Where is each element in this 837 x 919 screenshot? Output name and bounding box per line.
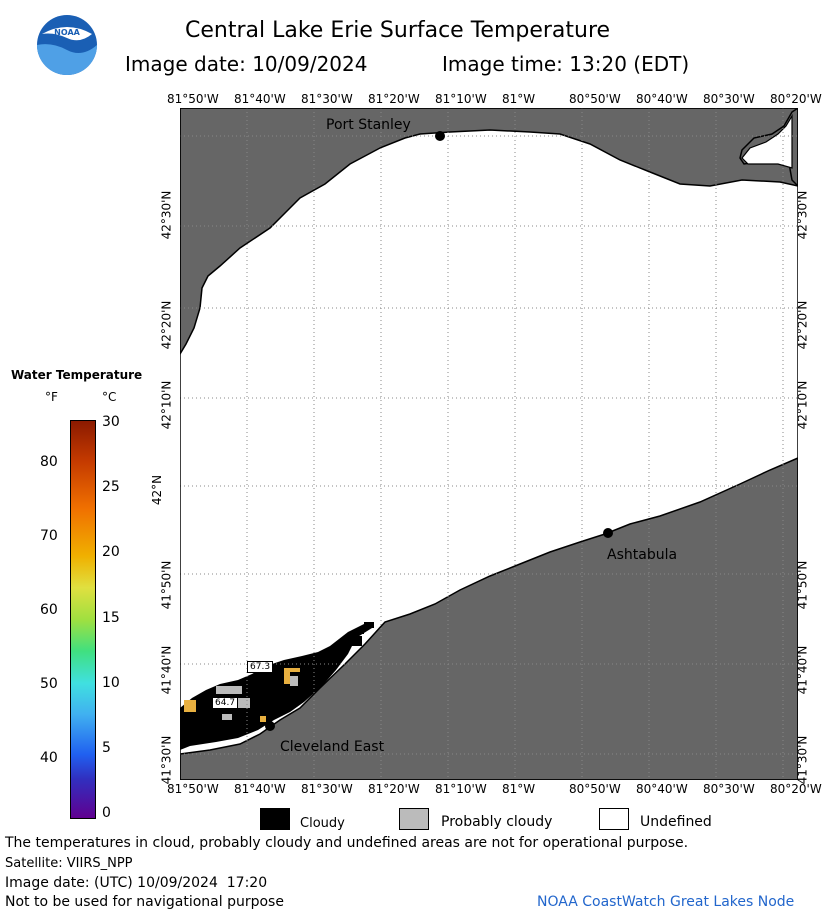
latitude-label: 42°30'N bbox=[159, 190, 174, 240]
fahrenheit-unit: °F bbox=[45, 390, 58, 404]
fahrenheit-tick: 60 bbox=[40, 602, 58, 618]
longitude-label: 80°50'W bbox=[569, 782, 621, 796]
cleveland-east-marker bbox=[265, 721, 275, 731]
south-shore-land bbox=[180, 457, 798, 780]
fahrenheit-tick: 70 bbox=[40, 528, 58, 544]
celsius-tick: 25 bbox=[102, 479, 120, 496]
colorbar-title: Water Temperature bbox=[11, 368, 143, 382]
longitude-label: 81°40'W bbox=[234, 92, 286, 106]
latitude-label: 41°50'N bbox=[159, 560, 174, 610]
celsius-tick: 20 bbox=[102, 544, 120, 561]
navigational-warning: Not to be used for navigational purpose bbox=[5, 894, 284, 910]
undefined-label: Undefined bbox=[640, 814, 712, 830]
temperature-colorbar bbox=[70, 420, 96, 819]
cleveland-east-label: Cleveland East bbox=[280, 739, 385, 755]
noaa-logo: NOAA bbox=[37, 15, 97, 75]
latitude-label: 42°10'N bbox=[159, 380, 174, 430]
utc-image-date: Image date: (UTC) 10/09/2024 17:20 bbox=[5, 875, 268, 891]
map-title: Central Lake Erie Surface Temperature bbox=[185, 18, 611, 43]
longitude-label: 80°40'W bbox=[636, 92, 688, 106]
longitude-label: 81°30'W bbox=[301, 92, 353, 106]
latitude-label: 41°40'N bbox=[159, 645, 174, 695]
longitude-label: 81°20'W bbox=[368, 782, 420, 796]
temp-label: 64.7 bbox=[212, 697, 239, 709]
longitude-label: 80°30'W bbox=[703, 782, 755, 796]
celsius-tick: 0 bbox=[102, 805, 111, 821]
celsius-tick: 15 bbox=[102, 609, 120, 626]
longitude-label: 80°20'W bbox=[770, 782, 822, 796]
longitude-label: 80°20'W bbox=[770, 92, 822, 106]
longitude-label: 81°50'W bbox=[167, 782, 219, 796]
cloudy-label: Cloudy bbox=[300, 816, 345, 831]
longitude-label: 80°30'W bbox=[703, 92, 755, 106]
probably-cloudy-label: Probably cloudy bbox=[441, 814, 553, 830]
celsius-tick: 10 bbox=[102, 674, 120, 691]
cloudy-swatch bbox=[260, 808, 290, 830]
longitude-label: 80°50'W bbox=[569, 92, 621, 106]
ashtabula-marker bbox=[603, 528, 613, 538]
latitude-label: 42°N bbox=[150, 474, 165, 506]
longitude-label: 81°30'W bbox=[301, 782, 353, 796]
port-stanley-marker bbox=[435, 131, 445, 141]
longitude-label: 81°W bbox=[502, 92, 536, 106]
image-time: Image time: 13:20 (EDT) bbox=[442, 52, 690, 76]
port-stanley-label: Port Stanley bbox=[326, 117, 411, 133]
latitude-label: 41°30'N bbox=[159, 735, 174, 785]
graticule bbox=[180, 108, 798, 780]
operational-warning: The temperatures in cloud, probably clou… bbox=[5, 835, 689, 851]
latitude-label: 42°20'N bbox=[159, 300, 174, 350]
fahrenheit-tick: 40 bbox=[40, 750, 58, 766]
long-point-bay bbox=[741, 113, 793, 169]
celsius-unit: °C bbox=[102, 390, 117, 404]
noaa-logo-text: NOAA bbox=[54, 28, 80, 37]
longitude-label: 81°20'W bbox=[368, 92, 420, 106]
celsius-tick: 30 bbox=[102, 414, 120, 430]
lake-map bbox=[180, 108, 798, 780]
satellite-info: Satellite: VIIRS_NPP bbox=[5, 856, 133, 871]
fahrenheit-tick: 50 bbox=[40, 676, 58, 692]
probably-cloudy-areas bbox=[216, 676, 298, 720]
image-date: Image date: 10/09/2024 bbox=[125, 52, 368, 76]
celsius-tick: 5 bbox=[102, 739, 111, 756]
longitude-label: 80°40'W bbox=[636, 782, 688, 796]
longitude-label: 81°40'W bbox=[234, 782, 286, 796]
undefined-swatch bbox=[599, 808, 629, 830]
temp-label: 67.3 bbox=[247, 661, 274, 673]
longitude-label: 81°50'W bbox=[167, 92, 219, 106]
fahrenheit-tick: 80 bbox=[40, 454, 58, 470]
warm-water-areas bbox=[184, 668, 300, 722]
longitude-label: 81°10'W bbox=[435, 92, 487, 106]
longitude-label: 81°W bbox=[502, 782, 536, 796]
north-shore-land bbox=[180, 108, 798, 356]
probably-cloudy-swatch bbox=[399, 808, 429, 830]
ashtabula-label: Ashtabula bbox=[607, 547, 678, 563]
credit-label: NOAA CoastWatch Great Lakes Node bbox=[537, 894, 795, 910]
longitude-label: 81°10'W bbox=[435, 782, 487, 796]
